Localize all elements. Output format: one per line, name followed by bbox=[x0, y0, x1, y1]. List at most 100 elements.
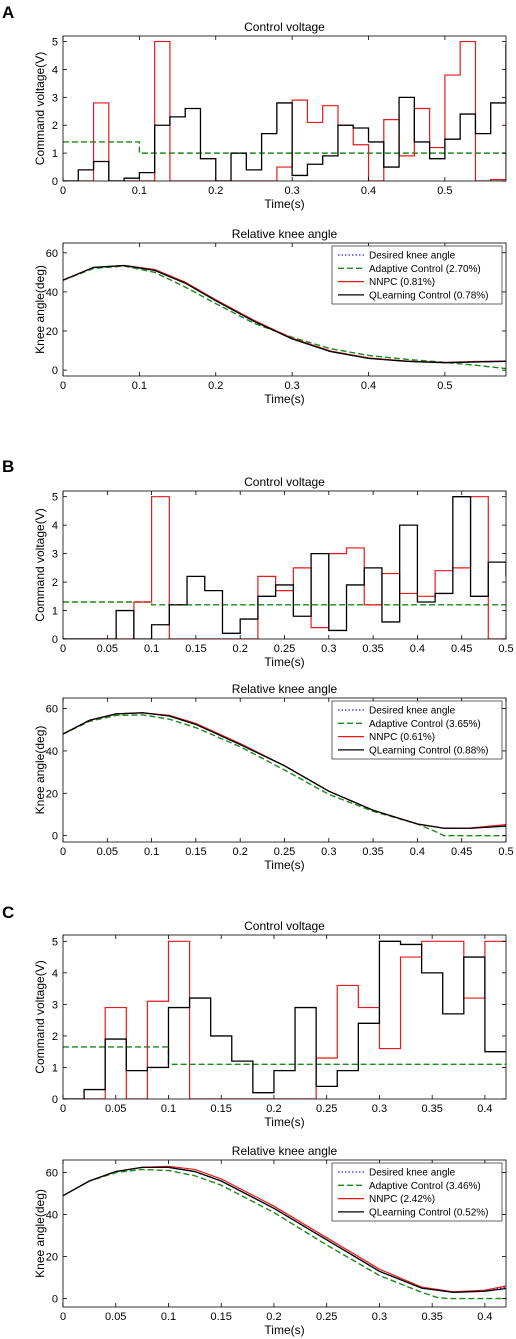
chart-c-voltage-ytick-label: 3 bbox=[52, 999, 58, 1011]
chart-c-voltage-ytick-label: 0 bbox=[52, 1094, 58, 1106]
chart-b-knee-series-group bbox=[63, 712, 506, 837]
chart-a-voltage-xtick-label: 0.5 bbox=[437, 185, 452, 197]
chart-b-knee-xlabel: Time(s) bbox=[264, 858, 304, 872]
chart-a-voltage-ytick-label: 1 bbox=[52, 148, 58, 160]
chart-a-voltage-series-group bbox=[63, 40, 506, 181]
chart-b-voltage-ytick-label: 4 bbox=[52, 520, 58, 532]
plot-a-knee: Relative knee angle 0 0.1 0.2 0.3 0.4 0.5 0 20 40… bbox=[33, 227, 507, 406]
chart-b-voltage-xtick-label: 0.3 bbox=[321, 643, 336, 655]
chart-c-voltage-xtick-label: 0 bbox=[60, 1103, 66, 1115]
chart-c-voltage-ytick-label: 4 bbox=[52, 968, 58, 980]
chart-a-voltage-xtick-label: 0.1 bbox=[132, 185, 147, 197]
chart-a-voltage-line-qlearning bbox=[63, 44, 506, 181]
chart-b-voltage-xtick-label: 0.05 bbox=[97, 643, 118, 655]
chart-b-knee-title: Relative knee angle bbox=[232, 682, 338, 696]
chart-b-voltage-ytick-label: 2 bbox=[52, 577, 58, 589]
chart-c-voltage-ylabel: Command voltage(V) bbox=[33, 960, 47, 1073]
chart-b-voltage-line-nnpc bbox=[63, 496, 506, 639]
chart-c-voltage-xtick-label: 0.35 bbox=[421, 1103, 442, 1115]
chart-c-knee-xtick-label: 0.2 bbox=[266, 1311, 281, 1323]
chart-b-knee-legend-label-desired: Desired knee angle bbox=[369, 706, 456, 717]
chart-b-voltage-xtick-label: 0 bbox=[60, 643, 66, 655]
chart-c-knee-series-group bbox=[63, 1165, 506, 1300]
chart-c-knee-ylabel: Knee angle(deg) bbox=[33, 1189, 47, 1278]
chart-b-knee-xtick-label: 0.3 bbox=[321, 846, 336, 858]
chart-b-voltage-xtick-label: 0.5 bbox=[498, 643, 513, 655]
chart-a-voltage-xlabel: Time(s) bbox=[264, 197, 304, 211]
chart-b-voltage-series-group bbox=[63, 496, 506, 639]
chart-c-knee-ytick-label: 20 bbox=[46, 1252, 58, 1264]
chart-a-voltage-ylabel: Command voltage(V) bbox=[33, 52, 47, 165]
chart-a-voltage-ytick-label: 3 bbox=[52, 92, 58, 104]
chart-b-voltage-ytick-label: 1 bbox=[52, 606, 58, 618]
chart-b-knee-xtick-label: 0.25 bbox=[274, 846, 295, 858]
chart-c-knee-legend-label-desired: Desired knee angle bbox=[369, 1168, 456, 1179]
chart-c-knee-line-adaptive bbox=[63, 1168, 506, 1300]
chart-b-knee-xtick-label: 0.4 bbox=[410, 846, 425, 858]
chart-b-knee-xtick-label: 0.35 bbox=[362, 846, 383, 858]
chart-b-knee-xtick-label: 0.05 bbox=[97, 846, 118, 858]
chart-c-knee-line-qlearning bbox=[63, 1166, 506, 1293]
chart-c-knee-legend-label-nnpc: NNPC (2.42%) bbox=[369, 1194, 435, 1205]
chart-a-knee-xlabel: Time(s) bbox=[264, 392, 304, 406]
chart-b-knee-xtick-label: 0.5 bbox=[498, 846, 513, 858]
chart-b-voltage-line-qlearning bbox=[63, 496, 506, 639]
chart-a-knee-title: Relative knee angle bbox=[232, 227, 338, 241]
chart-a-voltage-xtick-label: 0.4 bbox=[361, 185, 376, 197]
chart-c-voltage-ytick-label: 2 bbox=[52, 1031, 58, 1043]
chart-b-knee-xtick-label: 0.15 bbox=[185, 846, 206, 858]
chart-a-knee-legend-label-qlearning: QLearning Control (0.78%) bbox=[369, 290, 489, 301]
chart-c-voltage-xlabel: Time(s) bbox=[264, 1115, 304, 1129]
chart-a-knee-axes-box bbox=[62, 242, 507, 377]
chart-b-voltage-ytick-label: 5 bbox=[52, 492, 58, 504]
chart-a-knee-xtick-label: 0.4 bbox=[361, 380, 376, 392]
chart-c-voltage-ytick-label: 5 bbox=[52, 936, 58, 948]
chart-b-knee-ytick-label: 20 bbox=[46, 788, 58, 800]
chart-c-knee-xlabel: Time(s) bbox=[264, 1323, 304, 1337]
chart-a-knee-legend: Desired knee angle Adaptive Control (2.70… bbox=[331, 245, 503, 305]
chart-a-knee-xtick-label: 0.1 bbox=[132, 380, 147, 392]
chart-c-voltage-xtick-label: 0.2 bbox=[266, 1103, 281, 1115]
chart-a-knee-ytick-label: 40 bbox=[46, 287, 58, 299]
chart-b-knee-legend-label-qlearning: QLearning Control (0.88%) bbox=[369, 745, 489, 756]
chart-a-voltage-axes-box bbox=[62, 35, 507, 182]
chart-c-voltage-line-adaptive bbox=[63, 1046, 506, 1066]
chart-c-knee-ytick-label: 40 bbox=[46, 1210, 58, 1222]
chart-c-knee-xtick-label: 0.25 bbox=[316, 1311, 337, 1323]
chart-a-voltage-ytick-label: 4 bbox=[52, 64, 58, 76]
plot-c-voltage: Control voltage 0 0.05 0.1 0.15 0.2 0.25 0.3 0.3… bbox=[33, 919, 507, 1129]
chart-b-voltage-xtick-label: 0.35 bbox=[362, 643, 383, 655]
chart-a-knee-xtick-label: 0 bbox=[60, 380, 66, 392]
chart-b-knee-legend-label-adaptive: Adaptive Control (3.65%) bbox=[369, 719, 481, 730]
chart-c-knee-ytick-label: 0 bbox=[52, 1294, 58, 1306]
chart-a-voltage-ytick-label: 5 bbox=[52, 37, 58, 49]
chart-b-knee-ytick-label: 0 bbox=[52, 831, 58, 843]
chart-b-voltage-xtick-label: 0.2 bbox=[233, 643, 248, 655]
chart-b-voltage-ylabel: Command voltage(V) bbox=[33, 508, 47, 621]
chart-c-voltage-xtick-label: 0.05 bbox=[105, 1103, 126, 1115]
chart-a-knee-ylabel: Knee angle(deg) bbox=[33, 265, 47, 354]
chart-b-knee-ytick-label: 40 bbox=[46, 746, 58, 758]
chart-a-knee-series-group bbox=[63, 264, 506, 370]
chart-c-knee-legend-label-qlearning: QLearning Control (0.52%) bbox=[369, 1207, 489, 1218]
chart-b-voltage-xtick-label: 0.4 bbox=[410, 643, 425, 655]
chart-c-knee-ytick-label: 60 bbox=[46, 1168, 58, 1180]
chart-a-voltage-ytick-label: 0 bbox=[52, 176, 58, 188]
chart-b-knee-xtick-label: 0.45 bbox=[451, 846, 472, 858]
chart-c-voltage-xtick-label: 0.4 bbox=[477, 1103, 492, 1115]
chart-c-voltage-ytick-label: 1 bbox=[52, 1062, 58, 1074]
chart-b-voltage-line-adaptive bbox=[63, 601, 506, 606]
chart-b-voltage-xtick-label: 0.45 bbox=[451, 643, 472, 655]
chart-c-knee-xtick-label: 0.05 bbox=[105, 1311, 126, 1323]
chart-b-knee-xtick-label: 0.1 bbox=[144, 846, 159, 858]
chart-a-voltage-xtick-label: 0 bbox=[60, 185, 66, 197]
chart-a-knee-ytick-label: 60 bbox=[46, 248, 58, 260]
panel-label-b: B bbox=[2, 457, 14, 476]
chart-c-knee-legend: Desired knee angle Adaptive Control (3.46… bbox=[331, 1162, 503, 1222]
chart-c-knee-xtick-label: 0.4 bbox=[477, 1311, 492, 1323]
chart-b-knee-legend: Desired knee angle Adaptive Control (3.65… bbox=[331, 700, 503, 760]
chart-b-knee-ylabel: Knee angle(deg) bbox=[33, 726, 47, 815]
chart-c-knee-legend-label-adaptive: Adaptive Control (3.46%) bbox=[369, 1181, 481, 1192]
chart-c-voltage-axes-box bbox=[62, 934, 507, 1100]
chart-a-voltage-ytick-label: 2 bbox=[52, 120, 58, 132]
